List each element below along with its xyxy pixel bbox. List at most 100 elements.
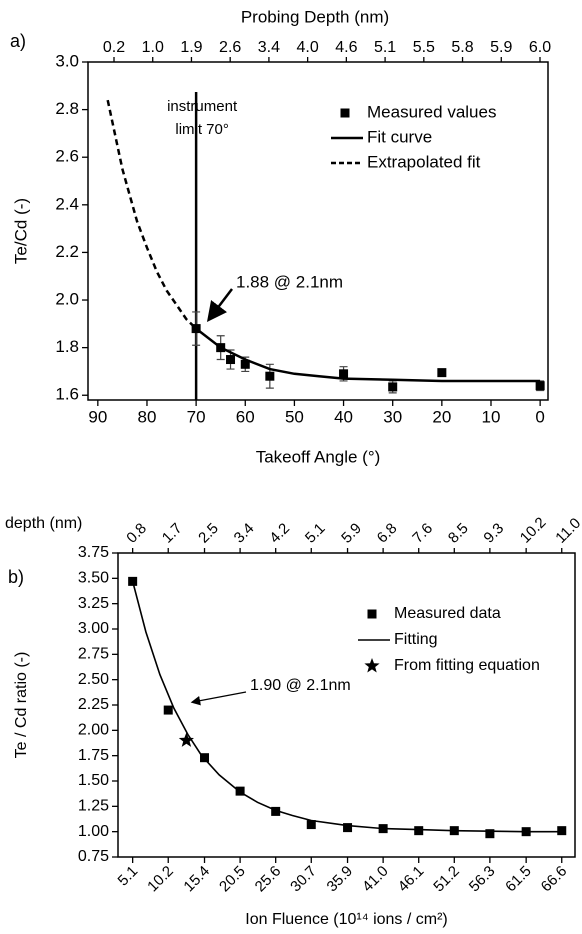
limit-label: limit 70° [175,121,229,138]
legend-label: Measured data [394,605,501,622]
top-tick-label: 1.0 [142,39,164,56]
y-tick-label: 2.50 [78,671,109,688]
x-tick-label: 51.2 [430,863,463,896]
top-tick-label: 7.6 [409,520,436,547]
top-tick-label: 9.3 [480,520,507,547]
top-axis-title: Probing Depth (nm) [241,7,389,26]
y-tick-label: 3.50 [78,570,109,587]
top-tick-label: 4.6 [335,39,357,56]
top-tick-label: 3.4 [258,39,280,56]
x-tick-label: 40 [334,407,353,426]
x-tick-label: 10.2 [144,863,177,896]
y-tick-label: 1.00 [78,823,109,840]
marker [271,806,281,816]
y-axis-title: Te / Cd ratio (-) [13,652,30,759]
marker [339,369,349,379]
x-tick-label: 56.3 [466,863,499,896]
x-tick-label: 70 [187,407,206,426]
y-tick-label: 3.25 [78,595,109,612]
marker [485,829,495,839]
top-tick-label: 4.2 [266,520,293,547]
marker [437,368,447,378]
top-tick-label: 3.4 [231,520,258,547]
x-tick-label: 5.1 [115,863,142,890]
y-tick-label: 2.25 [78,696,109,713]
y-tick-label: 1.6 [55,385,79,404]
top-axis-title: depth (nm) [5,515,82,532]
fit-line [195,327,541,383]
y-tick-label: 2.2 [55,242,79,261]
x-tick-label: 46.1 [395,863,428,896]
marker [163,705,173,715]
x-axis-title: Ion Fluence (10¹⁴ ions / cm²) [245,911,448,928]
plot-frame [117,552,576,858]
top-tick-label: 4.0 [297,39,319,56]
top-tick-label: 1.7 [159,520,186,547]
star-marker [178,732,194,747]
top-tick-label: 1.9 [180,39,202,56]
top-tick-label: 5.9 [490,39,512,56]
x-tick-label: 20.5 [216,863,249,896]
top-tick-label: 10.2 [517,514,550,547]
panel-label: b) [8,567,24,587]
top-tick-label: 5.9 [338,520,365,547]
x-tick-label: 10 [482,407,501,426]
top-tick-label: 6.0 [529,39,551,56]
top-tick-label: 0.2 [103,39,125,56]
top-tick-label: 5.1 [374,39,396,56]
legend-label: Measured values [367,102,496,121]
marker [128,576,138,586]
legend-marker [340,108,350,118]
y-tick-label: 1.50 [78,772,109,789]
top-tick-label: 2.6 [219,39,241,56]
top-tick-label: 8.5 [445,520,472,547]
marker [414,826,424,836]
x-tick-label: 25.6 [252,863,285,896]
y-tick-label: 1.25 [78,798,109,815]
x-tick-label: 30.7 [287,863,320,896]
x-axis-title: Takeoff Angle (°) [256,447,381,466]
y-tick-label: 3.00 [78,620,109,637]
x-tick-label: 0 [535,407,544,426]
y-tick-label: 2.6 [55,147,79,166]
x-tick-label: 60 [236,407,255,426]
x-tick-label: 80 [138,407,157,426]
x-tick-label: 50 [285,407,304,426]
panel-label: a) [10,31,26,51]
marker [557,826,567,836]
y-tick-label: 0.75 [78,848,109,865]
legend-label: Fitting [394,631,438,648]
y-axis-title: Te/Cd (-) [11,198,30,264]
x-tick-label: 15.4 [180,863,213,896]
y-tick-label: 2.8 [55,99,79,118]
y-tick-label: 2.00 [78,722,109,739]
x-tick-label: 90 [88,407,107,426]
marker [388,382,398,392]
x-tick-label: 61.5 [502,863,535,896]
y-tick-label: 2.75 [78,646,109,663]
x-tick-label: 66.6 [538,863,571,896]
legend-label: Extrapolated fit [367,152,481,171]
marker [343,823,353,833]
annotation: 1.90 @ 2.1nm [250,677,351,694]
annotation-arrow [206,288,233,322]
y-tick-label: 3.75 [78,544,109,561]
marker [240,359,250,369]
marker [265,371,275,381]
top-tick-label: 11.0 [552,515,582,547]
plot-frame [87,61,549,401]
fit-line [131,581,562,833]
top-tick-label: 5.1 [302,520,329,547]
limit-label: instrument [167,98,238,115]
annotation: 1.88 @ 2.1nm [236,272,343,291]
legend-label: Fit curve [367,127,432,146]
legend-marker [367,609,377,619]
marker [306,820,316,830]
x-tick-label: 30 [383,407,402,426]
legend-label: From fitting equation [394,657,540,674]
x-tick-label: 41.0 [359,863,392,896]
y-tick-label: 2.4 [55,194,79,213]
y-tick-label: 1.8 [55,337,79,356]
top-tick-label: 5.5 [413,39,435,56]
